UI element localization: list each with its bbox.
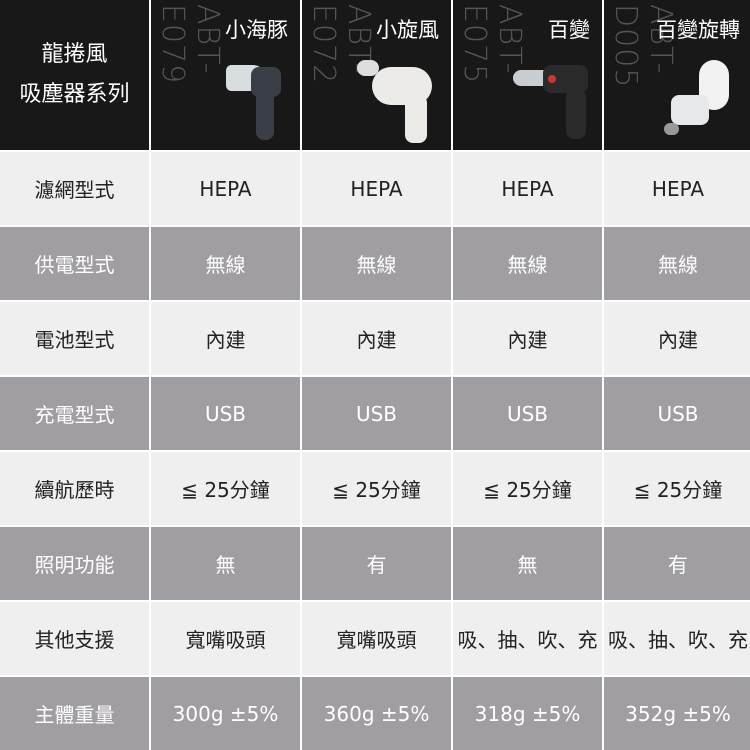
row-label: 照明功能	[0, 527, 149, 600]
product-image-part	[548, 75, 556, 83]
table-cell: 352g ±5%	[604, 677, 750, 750]
product-name: 百變旋轉	[656, 18, 740, 42]
row-label: 供電型式	[0, 227, 149, 300]
table-cell: 無	[151, 527, 300, 600]
table-cell: 有	[302, 527, 451, 600]
table-cell: ≦ 25分鐘	[151, 452, 300, 525]
table-cell: 300g ±5%	[151, 677, 300, 750]
table-cell: HEPA	[302, 152, 451, 225]
row-label: 續航歷時	[0, 452, 149, 525]
table-cell: 內建	[604, 302, 750, 375]
product-image	[508, 55, 593, 145]
model-number: ABT-E075	[457, 4, 527, 85]
table-cell: 有	[604, 527, 750, 600]
table-cell: 寬嘴吸頭	[151, 602, 300, 675]
table-cell: 無線	[151, 227, 300, 300]
product-name: 小海豚	[225, 18, 288, 42]
row-label: 濾網型式	[0, 152, 149, 225]
model-number: ABT-E079	[155, 4, 225, 85]
table-cell: 360g ±5%	[302, 677, 451, 750]
table-cell: 內建	[453, 302, 602, 375]
table-cell: 內建	[302, 302, 451, 375]
product-image	[659, 55, 744, 145]
product-image-part	[566, 89, 586, 139]
product-name: 百變	[548, 18, 590, 42]
table-cell: 內建	[151, 302, 300, 375]
table-cell: ≦ 25分鐘	[604, 452, 750, 525]
table-cell: ≦ 25分鐘	[302, 452, 451, 525]
table-cell: USB	[453, 377, 602, 450]
table-cell: HEPA	[151, 152, 300, 225]
row-label: 主體重量	[0, 677, 149, 750]
row-label: 充電型式	[0, 377, 149, 450]
table-cell: HEPA	[453, 152, 602, 225]
row-label: 其他支援	[0, 602, 149, 675]
table-cell: 吸、抽、吹、充	[453, 602, 602, 675]
product-image-part	[671, 95, 709, 125]
product-header: ABT-D005 百變旋轉	[604, 0, 750, 150]
product-image-part	[256, 90, 274, 140]
table-cell: HEPA	[604, 152, 750, 225]
product-image-part	[357, 60, 379, 76]
table-cell: USB	[302, 377, 451, 450]
product-image-part	[664, 123, 679, 135]
table-cell: USB	[151, 377, 300, 450]
row-label: 電池型式	[0, 302, 149, 375]
table-cell: 無線	[302, 227, 451, 300]
product-image-part	[405, 95, 427, 143]
product-image	[206, 55, 291, 145]
title-line1: 龍捲風	[41, 42, 108, 67]
table-cell: 吸、抽、吹、充	[604, 602, 750, 675]
title-line2: 吸塵器系列	[19, 82, 130, 107]
table-cell: 寬嘴吸頭	[302, 602, 451, 675]
table-cell: USB	[604, 377, 750, 450]
model-number: ABT-D005	[608, 4, 678, 89]
table-cell: 無線	[604, 227, 750, 300]
table-title: 龍捲風 吸塵器系列	[0, 0, 149, 150]
product-header: ABT-E075 百變	[453, 0, 602, 150]
product-image	[357, 55, 442, 145]
table-cell: 無線	[453, 227, 602, 300]
table-cell: ≦ 25分鐘	[453, 452, 602, 525]
product-header: ABT-E072 小旋風	[302, 0, 451, 150]
table-cell: 無	[453, 527, 602, 600]
product-header: ABT-E079 小海豚	[151, 0, 300, 150]
table-cell: 318g ±5%	[453, 677, 602, 750]
product-name: 小旋風	[376, 18, 439, 42]
